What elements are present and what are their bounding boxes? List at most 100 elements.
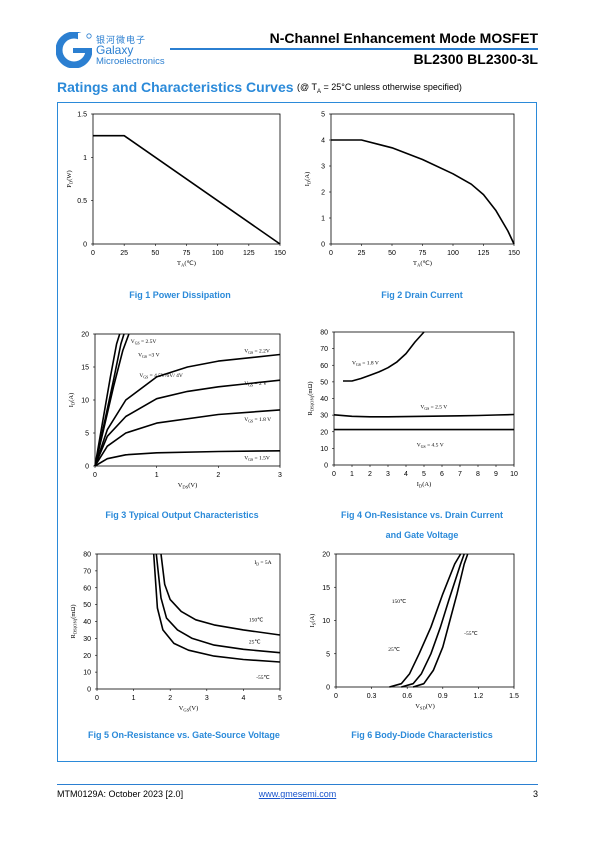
fig3-series-5 xyxy=(94,333,125,467)
fig2-ytick-label: 4 xyxy=(321,138,325,145)
fig4-curve-label: VGS = 4.5 V xyxy=(417,443,444,450)
fig2-ytick-label: 2 xyxy=(321,190,325,197)
fig4-xtick-label: 9 xyxy=(494,471,498,478)
fig4-ytick-label: 20 xyxy=(320,429,328,436)
fig6-curve-label: 25℃ xyxy=(388,647,401,653)
fig6-ylabel: IS(A) xyxy=(309,614,317,628)
fig6-series-2 xyxy=(412,553,469,688)
fig5-series-0 xyxy=(160,553,281,636)
fig5-curve-label: 150℃ xyxy=(249,618,264,624)
fig5-xtick-label: 1 xyxy=(132,695,136,702)
curves-frame xyxy=(57,102,537,762)
fig2-xtick-label: 50 xyxy=(388,250,396,257)
fig1-xtick-label: 25 xyxy=(120,250,128,257)
fig2-plot-area xyxy=(330,113,515,245)
fig5-xtick-label: 5 xyxy=(278,695,282,702)
fig1-ytick-label: 1 xyxy=(83,155,87,162)
fig5-ylabel: RDS(ON)(mΩ) xyxy=(70,605,78,639)
fig5-ytick-label: 30 xyxy=(83,636,91,643)
fig4-xtick-label: 5 xyxy=(422,471,426,478)
fig3-curve-label: VGS = 1.5V xyxy=(244,455,270,462)
fig4-caption: Fig 4 On-Resistance vs. Drain Current xyxy=(340,510,504,520)
header-divider xyxy=(170,48,538,50)
fig2-series-0 xyxy=(331,139,515,245)
fig3-series-3 xyxy=(94,353,281,467)
fig1-xtick-label: 125 xyxy=(243,250,255,257)
fig6-ytick-label: 20 xyxy=(322,552,330,559)
fig4-xtick-label: 0 xyxy=(332,471,336,478)
chart-body-diode: 0 0.3 0.6 0.9 1.2 1.5 0 5 10 15 20 VSD(V) IS(A) 150℃ 2… xyxy=(296,544,534,722)
fig2-ytick-label: 0 xyxy=(321,242,325,249)
fig4-ytick-label: 0 xyxy=(324,463,328,470)
fig4-caption-line2: and Gate Voltage xyxy=(385,530,459,540)
brand-chinese-name: 银河微电子 xyxy=(96,36,147,46)
fig4-ytick-label: 60 xyxy=(320,363,328,370)
fig3-curve-label: VGS = 4.5V/6V/ 4V xyxy=(139,373,183,380)
fig4-ytick-label: 30 xyxy=(320,413,328,420)
fig1-ytick-label: 0 xyxy=(83,242,87,249)
fig3-series-6 xyxy=(94,333,121,467)
document-revision: MTM0129A: October 2023 [2.0] xyxy=(57,789,184,799)
website-link[interactable]: www.gmesemi.com xyxy=(258,789,337,799)
fig1-series-0 xyxy=(93,134,281,245)
fig6-xtick-label: 0 xyxy=(334,693,338,700)
fig3-caption: Fig 3 Typical Output Characteristics xyxy=(105,510,259,520)
fig2-ytick-label: 1 xyxy=(321,216,325,223)
fig4-curve-label: VGS = 1.8 V xyxy=(352,360,379,367)
fig4-series-1 xyxy=(333,413,515,418)
fig3-curve-label: VGS = 2 V xyxy=(244,381,267,388)
fig3-xtick-label: 1 xyxy=(155,472,159,479)
fig5-curve-label: -55℃ xyxy=(256,675,270,681)
fig1-xtick-label: 0 xyxy=(91,250,95,257)
brand-name: Galaxy xyxy=(96,43,134,57)
fig2-ylabel: ID(A) xyxy=(304,172,312,187)
fig3-xtick-label: 2 xyxy=(216,472,220,479)
fig6-series-1 xyxy=(401,553,465,688)
fig2-xtick-label: 125 xyxy=(478,250,490,257)
fig3-xlabel: VDS(V) xyxy=(178,482,198,490)
fig5-caption: Fig 5 On-Resistance vs. Gate-Source Volt… xyxy=(88,730,280,740)
fig6-ytick-label: 5 xyxy=(326,651,330,658)
fig5-xtick-label: 4 xyxy=(241,695,245,702)
fig5-xtick-label: 2 xyxy=(168,695,172,702)
fig6-xtick-label: 0.9 xyxy=(438,693,448,700)
fig2-xtick-label: 100 xyxy=(447,250,459,257)
fig1-xtick-label: 100 xyxy=(212,250,224,257)
fig1-ytick-label: 1.5 xyxy=(77,112,87,119)
fig2-ytick-label: 3 xyxy=(321,164,325,171)
fig5-ytick-label: 20 xyxy=(83,653,91,660)
fig4-xtick-label: 7 xyxy=(458,471,462,478)
part-numbers: BL2300 BL2300-3L xyxy=(413,51,538,67)
fig5-xtick-label: 0 xyxy=(95,695,99,702)
chart-on-resistance-drain-current: 0 1 2 3 4 5 6 7 8 9 10 0 10 20 30 40 50 60 70 80 ID(A) RDS(ON… xyxy=(294,322,534,500)
galaxy-logo-icon xyxy=(56,32,92,68)
fig6-ytick-label: 15 xyxy=(322,585,330,592)
fig3-ytick-label: 10 xyxy=(81,398,89,405)
page-number: 3 xyxy=(532,789,538,799)
fig3-curve-label: VGS = 2.5V xyxy=(131,339,157,346)
chart-on-resistance-gate-voltage: 0 1 2 3 4 5 0 10 20 30 40 50 60 70 80 VGS(V) RDS(ON)(mΩ)… xyxy=(57,544,300,724)
fig6-xlabel: VSD(V) xyxy=(415,703,435,711)
fig4-xtick-label: 10 xyxy=(510,471,518,478)
section-condition: (@ TA = 25°C unless otherwise specified) xyxy=(297,82,462,95)
fig3-series-0 xyxy=(94,450,281,467)
footer-divider xyxy=(57,784,538,785)
fig6-series-0 xyxy=(389,553,462,688)
fig4-curve-label: VGS = 2.5 V xyxy=(420,404,447,411)
fig3-xtick-label: 3 xyxy=(278,472,282,479)
fig4-ytick-label: 10 xyxy=(320,446,328,453)
fig1-xtick-label: 75 xyxy=(183,250,191,257)
fig1-ytick-label: 0.5 xyxy=(77,198,87,205)
chart-output-characteristics: 0 1 2 3 0 5 10 15 20 VDS(V) ID(A) VGS = 2.5V VGS =3 … xyxy=(55,324,300,501)
fig1-ylabel: PD(W) xyxy=(66,170,74,187)
fig4-xtick-label: 4 xyxy=(404,471,408,478)
brand-subname: Microelectronics xyxy=(96,56,165,67)
fig3-curve-label: VGS = 2.2V xyxy=(244,348,270,355)
fig3-curve-label: VGS =3 V xyxy=(138,352,159,359)
fig3-ytick-label: 20 xyxy=(81,332,89,339)
fig5-series-2 xyxy=(152,553,281,663)
fig4-xlabel: ID(A) xyxy=(417,481,432,489)
fig3-ytick-label: 15 xyxy=(81,365,89,372)
document-title: N-Channel Enhancement Mode MOSFET xyxy=(269,30,538,46)
fig1-xlabel: TA(℃) xyxy=(177,260,196,268)
